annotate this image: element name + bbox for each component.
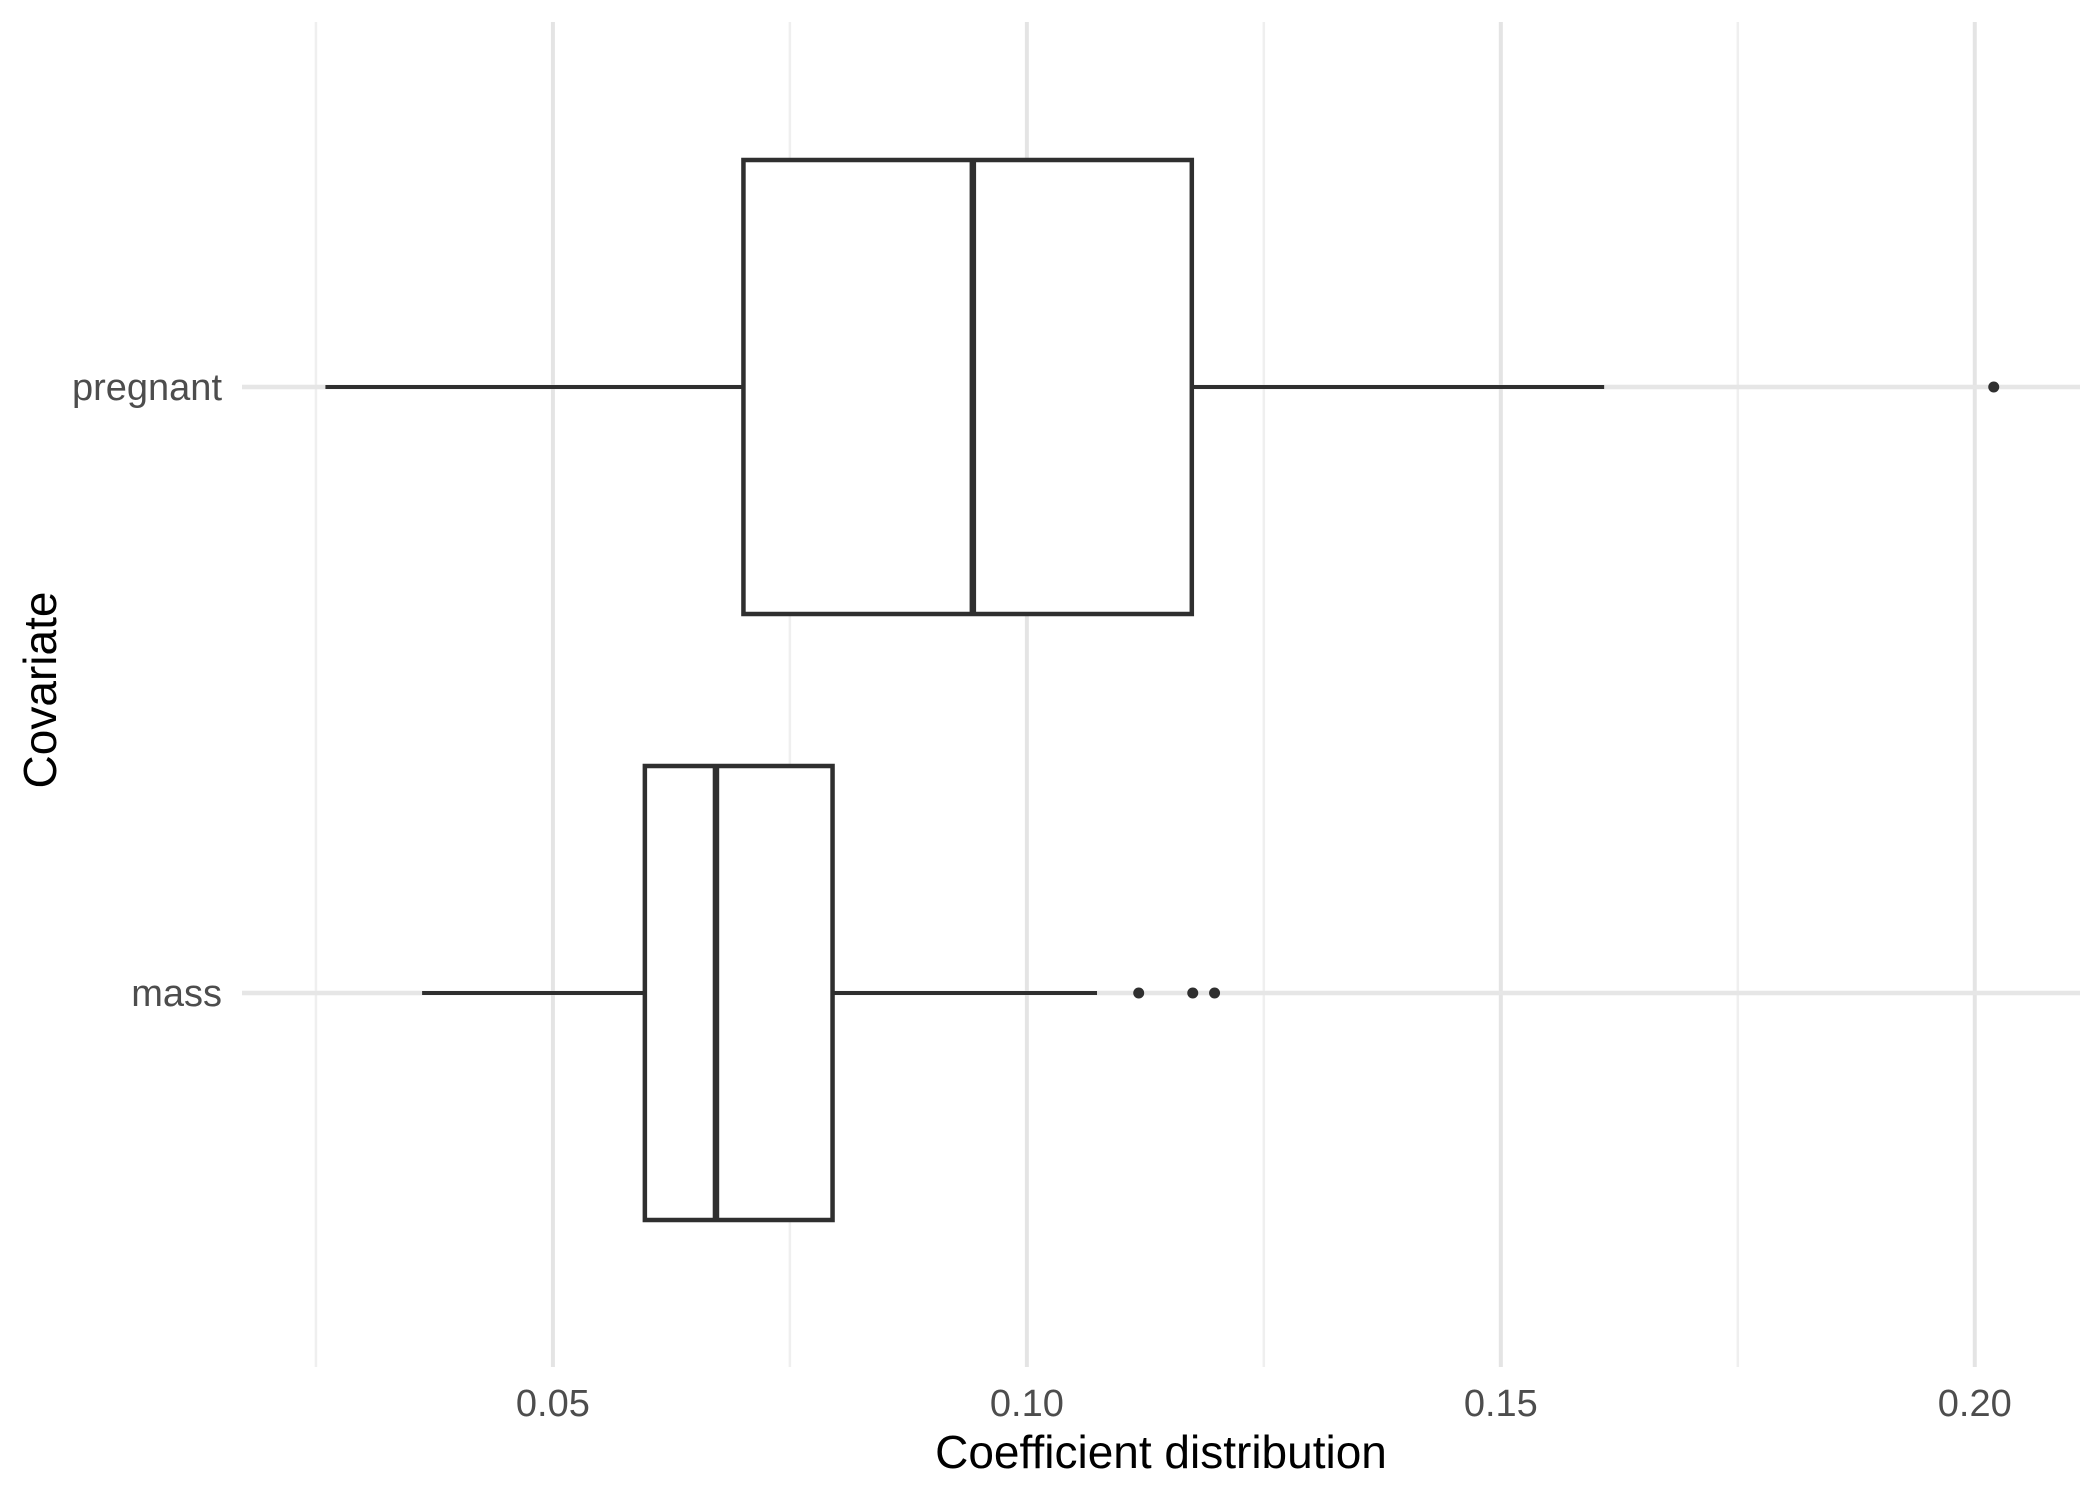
x-tick-label: 0.05: [516, 1383, 590, 1425]
box-rect: [741, 157, 1195, 617]
category-label: pregnant: [72, 367, 222, 409]
category-label: mass: [131, 973, 222, 1015]
outlier-dot: [1187, 987, 1199, 999]
y-axis-title: Covariate: [14, 591, 66, 789]
x-tick-label: 0.15: [1464, 1383, 1538, 1425]
outlier-dot: [1209, 987, 1221, 999]
outlier-dot: [1133, 987, 1145, 999]
box-rect: [642, 763, 835, 1223]
outlier-dot: [1988, 381, 2000, 393]
x-tick-label: 0.10: [990, 1383, 1064, 1425]
x-axis-title: Coefficient distribution: [935, 1426, 1387, 1478]
x-tick-label: 0.20: [1938, 1383, 2012, 1425]
